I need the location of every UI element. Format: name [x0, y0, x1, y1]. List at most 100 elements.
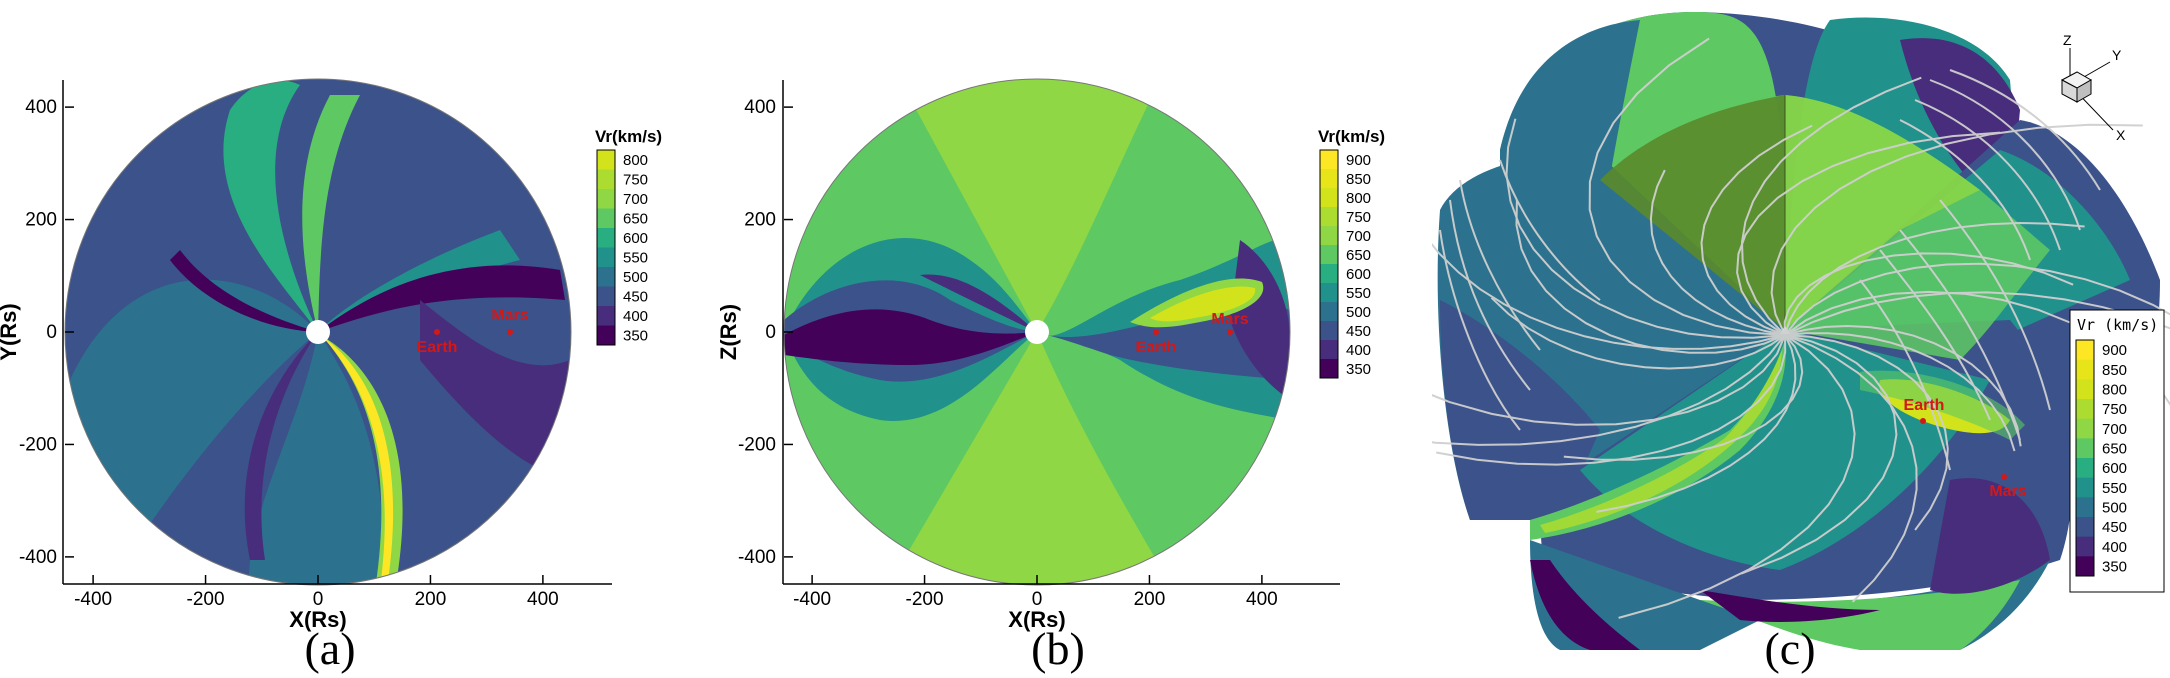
panel-a-y-tick-label: -200 — [19, 434, 57, 455]
panel-c-field-line — [1879, 249, 1991, 421]
panel-b-colorbar-label: 800 — [1346, 190, 1371, 207]
panel-b-band-dark — [784, 309, 1037, 365]
panel-b-colorbar-label: 550 — [1346, 285, 1371, 302]
panel-c-bottom-skirt-green — [1700, 580, 2020, 650]
panel-b-colorbar-swatch — [1320, 169, 1338, 189]
panel-c-field-line — [1432, 334, 1786, 446]
panel-c-field-line — [1859, 279, 1951, 471]
panel-c-colorbar-label: 500 — [2102, 499, 2127, 516]
panel-c-field-line — [1740, 76, 1922, 336]
panel-c-field-line — [1436, 334, 1787, 466]
panel-b-colorbar-label: 700 — [1346, 228, 1371, 245]
panel-b-axes: -400 -200 0 200 400 400 200 0 -200 -400 — [738, 80, 1340, 610]
panel-a-stream-yellow-core — [322, 336, 394, 585]
panel-a-colorbar-title: Vr(km/s) — [595, 127, 662, 146]
panel-c-field-line — [1949, 69, 2101, 191]
panel-c-field-line — [1784, 262, 2170, 336]
panel-c-field-line — [1784, 221, 2085, 336]
panel-c-field-line — [1596, 334, 1797, 513]
panel-b-sun-disk — [1025, 320, 1049, 344]
panel-c-axes-triad: Z Y X — [2060, 32, 2126, 143]
panel-b-north-cone-mid — [960, 80, 1090, 332]
panel-c-field-line — [1499, 159, 1601, 301]
panel-c-field-line — [1784, 334, 1918, 603]
panel-a-y-tick-label: 400 — [25, 97, 57, 118]
panel-c-field-line — [1459, 179, 1541, 351]
panel-b-colorbar-label: 750 — [1346, 209, 1371, 226]
panel-a-x-tick-label: 0 — [313, 589, 324, 610]
panel-c-colorbar-swatch — [2076, 438, 2094, 459]
panel-a-stream-dark-1 — [318, 265, 565, 332]
panel-c-colorbar-label: 650 — [2102, 440, 2127, 457]
panel-b-x-tick-label: 200 — [1134, 589, 1166, 610]
panel-c-field-line — [1770, 123, 2143, 336]
panel-b-colorbar-swatch — [1320, 150, 1338, 170]
panel-c-field-line — [1618, 334, 1856, 619]
panel-b-colorbar: 900 850 800 750 700 650 600 550 500 450 400 350 — [1319, 149, 1371, 379]
panel-b: -400 -200 0 200 400 400 200 0 -200 -400 X(Rs) Z(R… — [716, 78, 1385, 674]
panel-c-triad-z: Z — [2063, 32, 2072, 48]
panel-b-x-label: X(Rs) — [1008, 607, 1065, 632]
panel-c-colorbar-swatch — [2076, 418, 2094, 439]
panel-c-earth-label: Earth — [1904, 397, 1945, 414]
panel-a-y-tick-label: 0 — [46, 322, 57, 343]
panel-c-colorbar-label: 850 — [2102, 362, 2127, 379]
panel-a-stream-yellow-outer — [322, 336, 403, 585]
panel-c-field-line — [1784, 291, 2170, 336]
panel-a-x-tick-label: -400 — [74, 589, 112, 610]
panel-a-colorbar-label: 600 — [623, 230, 648, 247]
panel-c-colorbar-swatch — [2076, 359, 2094, 380]
panel-b-colorbar-swatch — [1320, 207, 1338, 227]
panel-c-mars-marker — [2001, 474, 2007, 480]
panel-b-colorbar-label: 850 — [1346, 171, 1371, 188]
panel-a-mars-marker — [507, 329, 513, 335]
panel-c-field-line — [1432, 334, 1786, 426]
panel-c-field-line — [1449, 199, 1531, 391]
panel-b-band-dark-north — [920, 274, 1037, 332]
panel-c-field-line — [1929, 79, 2081, 231]
panel-b-colorbar-label: 600 — [1346, 266, 1371, 283]
panel-a-earth-label: Earth — [417, 339, 458, 356]
panel-c-mars-label: Mars — [1989, 483, 2026, 500]
panel-b-earth-label: Earth — [1136, 339, 1177, 356]
panel-b-colorbar-label: 450 — [1346, 323, 1371, 340]
panel-b-colorbar-label: 900 — [1346, 152, 1371, 169]
panel-c-colorbar-swatch — [2076, 399, 2094, 420]
panel-c-colorbar-label: 800 — [2102, 381, 2127, 398]
panel-a-colorbar-swatch — [597, 267, 615, 287]
panel-b-colorbar-swatch — [1320, 321, 1338, 341]
panel-b-colorbar-swatch — [1320, 264, 1338, 284]
panel-a-colorbar-label: 550 — [623, 250, 648, 267]
panel-a-colorbar-label: 700 — [623, 191, 648, 208]
panel-c: Earth Mars Z Y X Vr (km/s) 900 850 800 750 7… — [1432, 11, 2170, 674]
panel-c-field-line — [1939, 199, 2051, 411]
panel-a-colorbar-label: 400 — [623, 308, 648, 325]
panel-c-surfaces — [1432, 11, 2170, 650]
panel-c-field-line — [1563, 334, 1804, 461]
panel-a-colorbar-label: 750 — [623, 172, 648, 189]
panel-c-translucent-olive-left — [1600, 95, 1785, 330]
panel-a-colorbar-swatch — [597, 228, 615, 248]
panel-a-stream-purple-east — [420, 300, 571, 480]
panel-a-y-tick-label: 200 — [25, 210, 57, 231]
panel-b-x-tick-label: -400 — [793, 589, 831, 610]
panel-a-sun-disk — [306, 320, 330, 344]
panel-b-colorbar-swatch — [1320, 226, 1338, 246]
panel-c-caption: (c) — [1764, 623, 1815, 674]
panel-c-colorbar-swatch — [2076, 458, 2094, 479]
panel-b-colorbar-swatch — [1320, 340, 1338, 360]
panel-b-colorbar-label: 500 — [1346, 304, 1371, 321]
panel-c-colorbar-swatch — [2076, 517, 2094, 538]
panel-c-field-line — [1784, 332, 2016, 452]
panel-c-colorbar-title: Vr (km/s) — [2077, 316, 2158, 334]
panel-b-colorbar-swatch — [1320, 283, 1338, 303]
panel-a-colorbar-swatch — [597, 169, 615, 190]
panel-a-caption: (a) — [304, 623, 355, 674]
panel-b-y-label: Z(Rs) — [716, 304, 741, 360]
panel-b-y-tick-label: 400 — [744, 97, 776, 118]
panel-c-colorbar-swatch — [2076, 536, 2094, 557]
panel-b-south-cone — [880, 332, 1180, 585]
panel-c-colorbar-label: 550 — [2102, 480, 2127, 497]
panel-c-colorbar-label: 600 — [2102, 460, 2127, 477]
